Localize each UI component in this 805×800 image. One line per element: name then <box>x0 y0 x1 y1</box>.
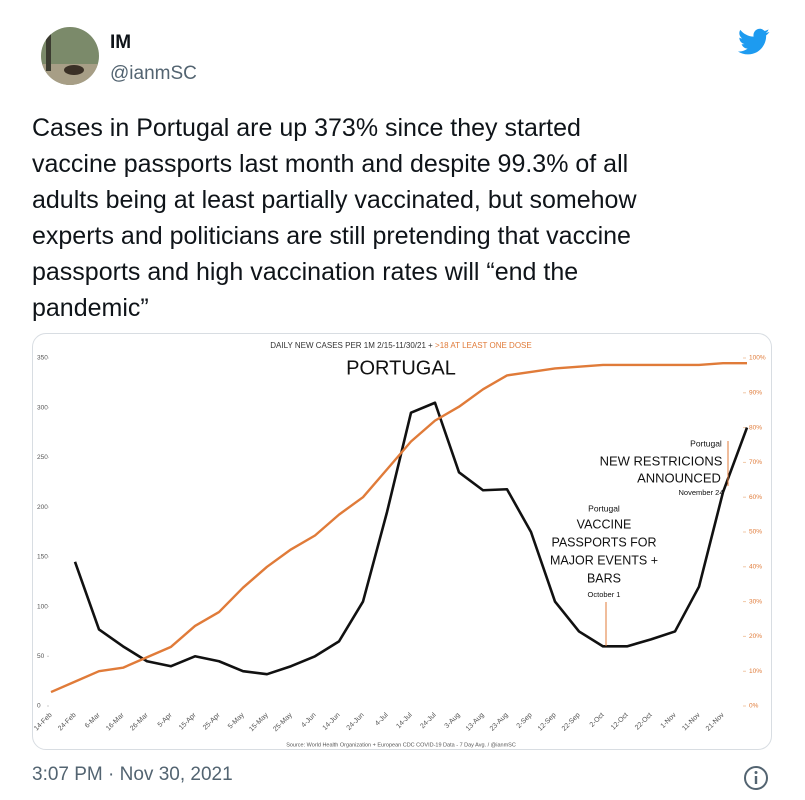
handle[interactable]: @ianmSC <box>110 63 197 84</box>
y-tick-label: 200 <box>37 504 48 511</box>
x-tick-label: 11-Nov <box>681 711 702 732</box>
y2-tick-label: 90% <box>749 390 762 397</box>
avatar[interactable] <box>40 26 100 86</box>
y2-tick-label: 20% <box>749 633 762 640</box>
y2-tick-label: 50% <box>749 529 762 536</box>
x-tick-label: 6-Mar <box>84 711 102 729</box>
text-line: Cases in Portugal are up 373% since they… <box>32 114 581 142</box>
y2-tick-label: 10% <box>749 668 762 675</box>
annotation: PASSPORTS FOR <box>551 535 656 549</box>
y-tick-label: 350 <box>37 355 48 362</box>
y2-tick-label: 40% <box>749 564 762 571</box>
twitter-logo[interactable] <box>738 28 770 56</box>
x-tick-label: 4-Jul <box>374 711 390 727</box>
x-tick-label: 5-May <box>227 711 246 730</box>
dose-line <box>50 362 747 694</box>
x-tick-label: 1-Nov <box>660 711 679 730</box>
x-tick-label: 24-Jun <box>346 712 366 732</box>
y-tick-label: 150 <box>37 554 48 561</box>
y-tick-label: 100 <box>37 603 48 610</box>
x-tick-label: 13-Aug <box>465 712 486 733</box>
x-tick-label: 14-Jul <box>395 711 414 730</box>
y-tick-label: 250 <box>37 454 48 461</box>
x-tick-label: 15-Apr <box>178 711 198 731</box>
chart-source: Source: World Health Organization + Euro… <box>286 742 516 748</box>
x-tick-label: 25-May <box>272 711 294 733</box>
x-tick-label: 22-Oct <box>634 712 654 732</box>
y-tick-label: 300 <box>37 404 48 411</box>
chart-title: DAILY NEW CASES PER 1M 2/15-11/30/21 + >… <box>270 341 531 350</box>
x-tick-label: 21-Nov <box>705 711 726 732</box>
text-line: passports and high vaccination rates wil… <box>32 258 579 286</box>
timestamp[interactable]: 3:07 PM · Nov 30, 2021 <box>32 764 233 785</box>
y2-tick-label: 60% <box>749 494 762 501</box>
annotation: BARS <box>587 571 621 585</box>
x-tick-label: 23-Aug <box>489 712 510 733</box>
x-tick-label: 5-Apr <box>157 711 175 729</box>
x-tick-label: 26-Mar <box>129 711 150 732</box>
annotation: October 1 <box>588 590 621 599</box>
chart-image[interactable]: DAILY NEW CASES PER 1M 2/15-11/30/21 + >… <box>32 333 772 750</box>
text-line: vaccine passports last month and despite… <box>32 150 629 178</box>
x-tick-label: 24-Jul <box>419 711 438 730</box>
annotation: VACCINE <box>577 517 632 531</box>
annotation: November 24 <box>678 488 723 497</box>
title-highlight: >18 AT LEAST ONE DOSE <box>435 341 532 350</box>
x-tick-label: 14-Feb <box>33 712 54 733</box>
x-tick-label: 22-Sep <box>561 712 582 733</box>
x-tick-label: 25-Apr <box>202 711 222 731</box>
chart: DAILY NEW CASES PER 1M 2/15-11/30/21 + >… <box>33 341 766 748</box>
x-tick-label: 15-May <box>248 711 270 733</box>
text-line: pandemic” <box>32 294 149 322</box>
x-tick-label: 4-Jun <box>300 712 317 729</box>
y2-tick-label: 30% <box>749 598 762 605</box>
y2-tick-label: 70% <box>749 459 762 466</box>
y2-tick-label: 0% <box>749 703 759 710</box>
annotation: PORTUGAL <box>346 357 456 379</box>
x-tick-label: 16-Mar <box>105 711 126 732</box>
annotation: Portugal <box>588 503 620 513</box>
cases-line <box>73 401 749 676</box>
x-tick-label: 2-Sep <box>516 712 534 730</box>
annotation: Portugal <box>690 438 722 448</box>
y2-tick-label: 100% <box>749 355 766 362</box>
x-tick-label: 12-Sep <box>537 712 558 733</box>
y-tick-label: 50 <box>37 653 45 660</box>
y2-tick-label: 80% <box>749 424 762 431</box>
x-tick-label: 24-Feb <box>57 712 78 733</box>
annotation: NEW RESTRICIONS <box>600 453 723 468</box>
annotation: ANNOUNCED <box>637 470 721 485</box>
display-name[interactable]: IM <box>110 32 132 53</box>
info-icon[interactable] <box>742 764 770 792</box>
annotation: MAJOR EVENTS + <box>550 553 658 567</box>
y-tick-label: 0 <box>37 703 41 710</box>
x-tick-label: 3-Aug <box>444 712 462 730</box>
title-text: DAILY NEW CASES PER 1M 2/15-11/30/21 + <box>270 341 435 350</box>
text-line: adults being at least partially vaccinat… <box>32 186 637 214</box>
x-tick-label: 2-Oct <box>589 712 606 729</box>
x-tick-label: 12-Oct <box>610 712 630 732</box>
x-tick-label: 14-Jun <box>322 712 342 732</box>
tweet-text: Cases in Portugal are up 373% since they… <box>32 110 637 326</box>
text-line: experts and politicians are still preten… <box>32 222 631 250</box>
